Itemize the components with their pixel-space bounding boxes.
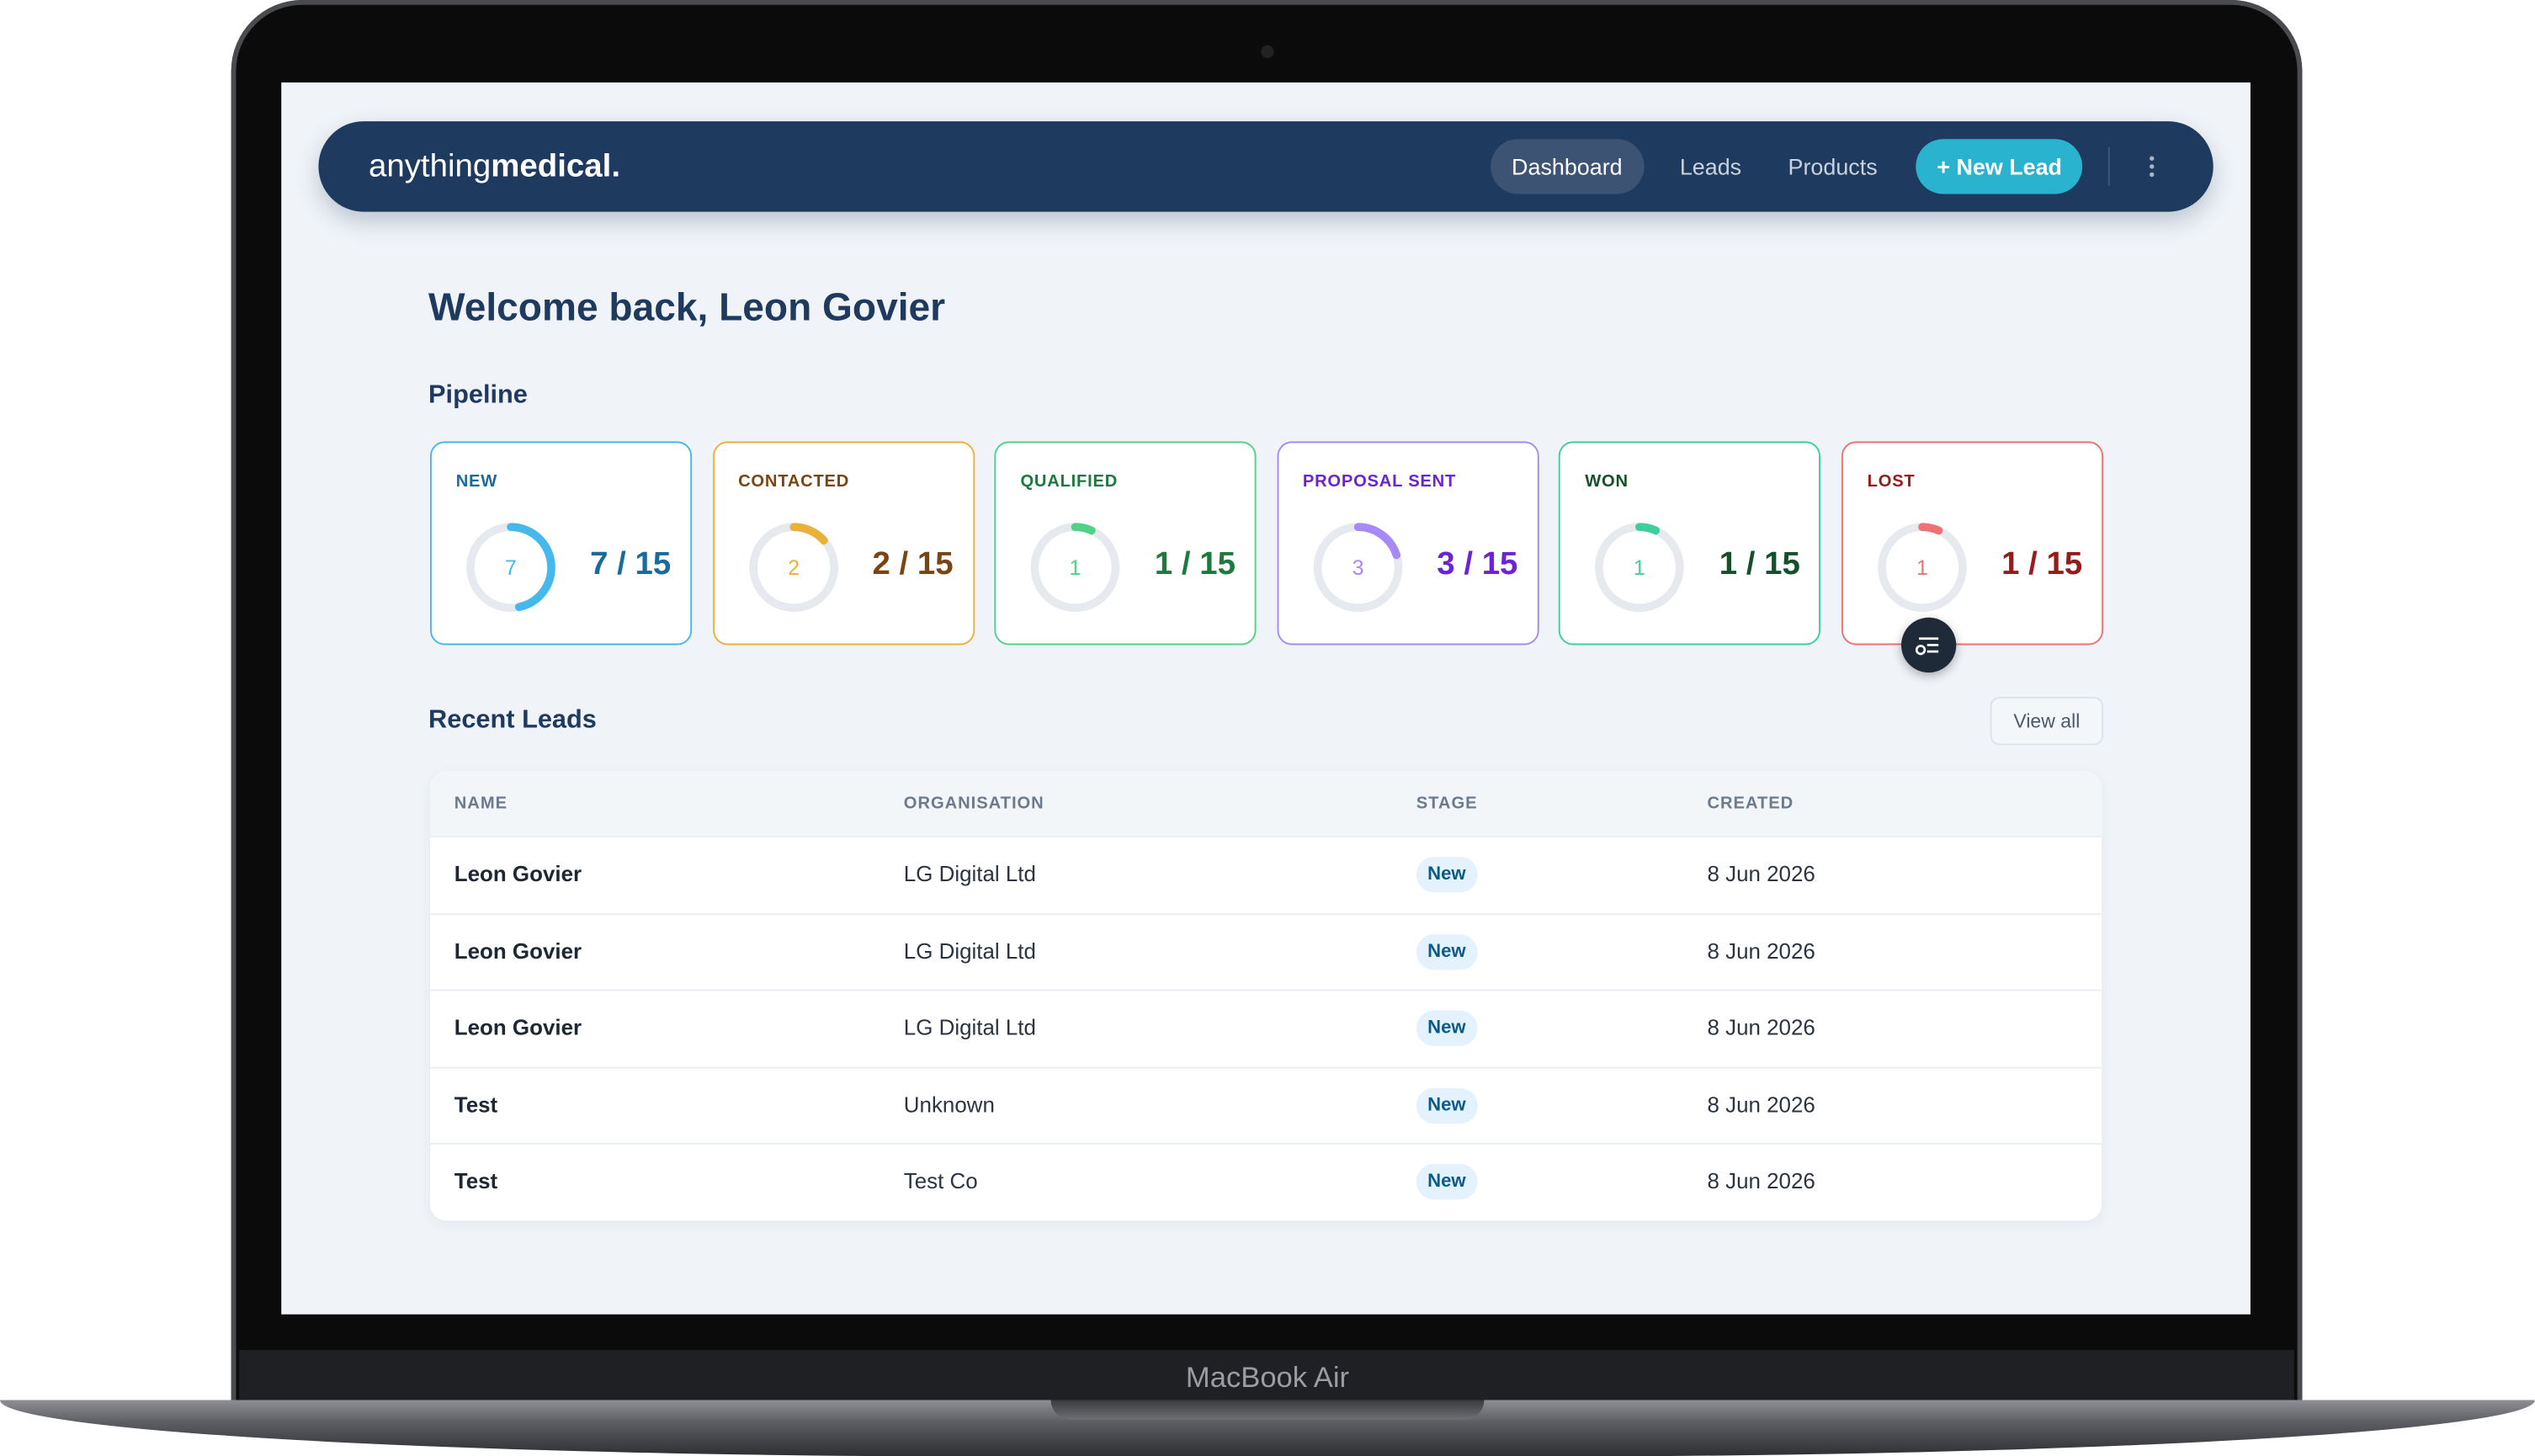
stage-badge: New <box>1416 1010 1478 1047</box>
table-row[interactable]: Leon Govier LG Digital Ltd New 8 Jun 2026 <box>429 912 2102 991</box>
lead-name: Test <box>454 1092 498 1117</box>
pipeline-card[interactable]: QUALIFIED 1 / 15 1 <box>994 441 1257 646</box>
ring-arc <box>748 523 838 613</box>
leads-table: NAME ORGANISATION STAGE CREATED Leon Govier L… <box>429 771 2102 1221</box>
brand-light: anything <box>368 148 492 184</box>
progress-ring: 7 <box>466 523 555 613</box>
more-menu[interactable] <box>2142 151 2161 183</box>
screen: anythingmedical. Dashboard Leads Product… <box>281 82 2251 1315</box>
progress-ring: 2 <box>748 523 838 613</box>
stage-count-label: 1 / 15 <box>1154 546 1236 582</box>
table-cell: Unknown <box>903 1092 995 1117</box>
pipeline-card[interactable]: LOST 1 / 15 1 <box>1841 441 2104 646</box>
ring-arc <box>1595 523 1685 613</box>
camera <box>1261 45 1274 59</box>
stage-count-label: 2 / 15 <box>872 546 954 582</box>
table-cell: LG Digital Ltd <box>903 861 1036 886</box>
section-title: Pipeline <box>428 381 528 409</box>
ring-count: 1 <box>1070 556 1081 580</box>
ring-count: 3 <box>1352 556 1363 580</box>
stage-badge: New <box>1416 933 1478 970</box>
stage-badge: New <box>1416 857 1478 893</box>
progress-ring: 3 <box>1313 523 1403 613</box>
stage-name: WON <box>1585 471 1629 492</box>
table-header <box>429 771 2102 837</box>
table-row[interactable]: Test Test Co New 8 Jun 2026 <box>429 1143 2102 1220</box>
stage-count-label: 3 / 15 <box>1437 546 1518 582</box>
ring-count: 1 <box>1916 556 1928 580</box>
stage-name: QUALIFIED <box>1020 471 1119 492</box>
nav-link[interactable]: Dashboard <box>1491 139 1644 194</box>
navbar: anythingmedical. Dashboard Leads Product… <box>318 121 2213 212</box>
lead-name: Leon Govier <box>454 1015 582 1040</box>
stage-count-label: 1 / 15 <box>1719 546 1800 582</box>
table-cell: LG Digital Ltd <box>903 938 1036 964</box>
table-cell: 8 Jun 2026 <box>1707 938 1815 964</box>
stage-name: NEW <box>455 471 498 492</box>
column-header: CREATED <box>1707 794 1794 814</box>
laptop-chin <box>239 1349 2294 1402</box>
ring-arc <box>1313 523 1403 613</box>
section-title: Recent Leads <box>428 706 597 735</box>
stage-badge: New <box>1416 1164 1478 1201</box>
stage-name: PROPOSAL SENT <box>1302 471 1457 492</box>
table-cell: 8 Jun 2026 <box>1707 861 1815 886</box>
laptop-notch <box>1050 1400 1485 1420</box>
table-cell: 8 Jun 2026 <box>1707 1169 1815 1194</box>
view-all-button[interactable]: View all <box>1990 696 2104 746</box>
table-cell: 8 Jun 2026 <box>1707 1015 1815 1040</box>
pipeline-card[interactable]: WON 1 / 15 1 <box>1559 441 1821 646</box>
table-cell: Test Co <box>903 1169 978 1194</box>
column-header: ORGANISATION <box>903 794 1044 814</box>
filter-button[interactable] <box>1901 617 1957 673</box>
nav-divider <box>2107 146 2110 186</box>
lead-name: Leon Govier <box>454 938 582 964</box>
ring-count: 2 <box>787 556 799 580</box>
progress-ring: 1 <box>1595 523 1685 613</box>
lead-name: Leon Govier <box>454 861 582 886</box>
stage-name: CONTACTED <box>738 471 850 492</box>
stage-badge: New <box>1416 1087 1478 1124</box>
pipeline-card[interactable]: PROPOSAL SENT 3 / 15 3 <box>1277 441 1539 646</box>
nav-link[interactable]: Products <box>1788 153 1878 180</box>
ring-arc <box>466 523 555 613</box>
progress-ring: 1 <box>1030 523 1120 613</box>
column-header: STAGE <box>1416 794 1478 814</box>
brand[interactable]: anythingmedical. <box>369 149 620 186</box>
table-row[interactable]: Leon Govier LG Digital Ltd New 8 Jun 2026 <box>429 989 2102 1068</box>
stage-count-label: 1 / 15 <box>2001 546 2083 582</box>
pipeline-card[interactable]: NEW 7 / 15 7 <box>429 441 693 646</box>
table-cell: LG Digital Ltd <box>903 1015 1036 1040</box>
progress-ring: 1 <box>1878 523 1967 613</box>
ring-count: 7 <box>505 556 517 580</box>
stage-name: LOST <box>1867 471 1916 492</box>
stage-count-label: 7 / 15 <box>590 546 672 582</box>
table-row[interactable]: Test Unknown New 8 Jun 2026 <box>429 1066 2102 1145</box>
pipeline-card[interactable]: CONTACTED 2 / 15 2 <box>712 441 975 646</box>
device-label: MacBook Air <box>1185 1361 1350 1394</box>
new-lead-button[interactable]: + New Lead <box>1916 139 2083 194</box>
welcome-title: Welcome back, Leon Govier <box>428 286 946 330</box>
ring-count: 1 <box>1634 556 1646 580</box>
ring-arc <box>1030 523 1120 613</box>
ring-arc <box>1878 523 1967 613</box>
nav-link[interactable]: Leads <box>1679 153 1742 180</box>
lead-name: Test <box>454 1169 498 1194</box>
column-header: NAME <box>454 794 508 814</box>
brand-bold: medical. <box>491 148 621 184</box>
table-cell: 8 Jun 2026 <box>1707 1092 1815 1117</box>
table-row[interactable]: Leon Govier LG Digital Ltd New 8 Jun 2026 <box>429 836 2102 914</box>
